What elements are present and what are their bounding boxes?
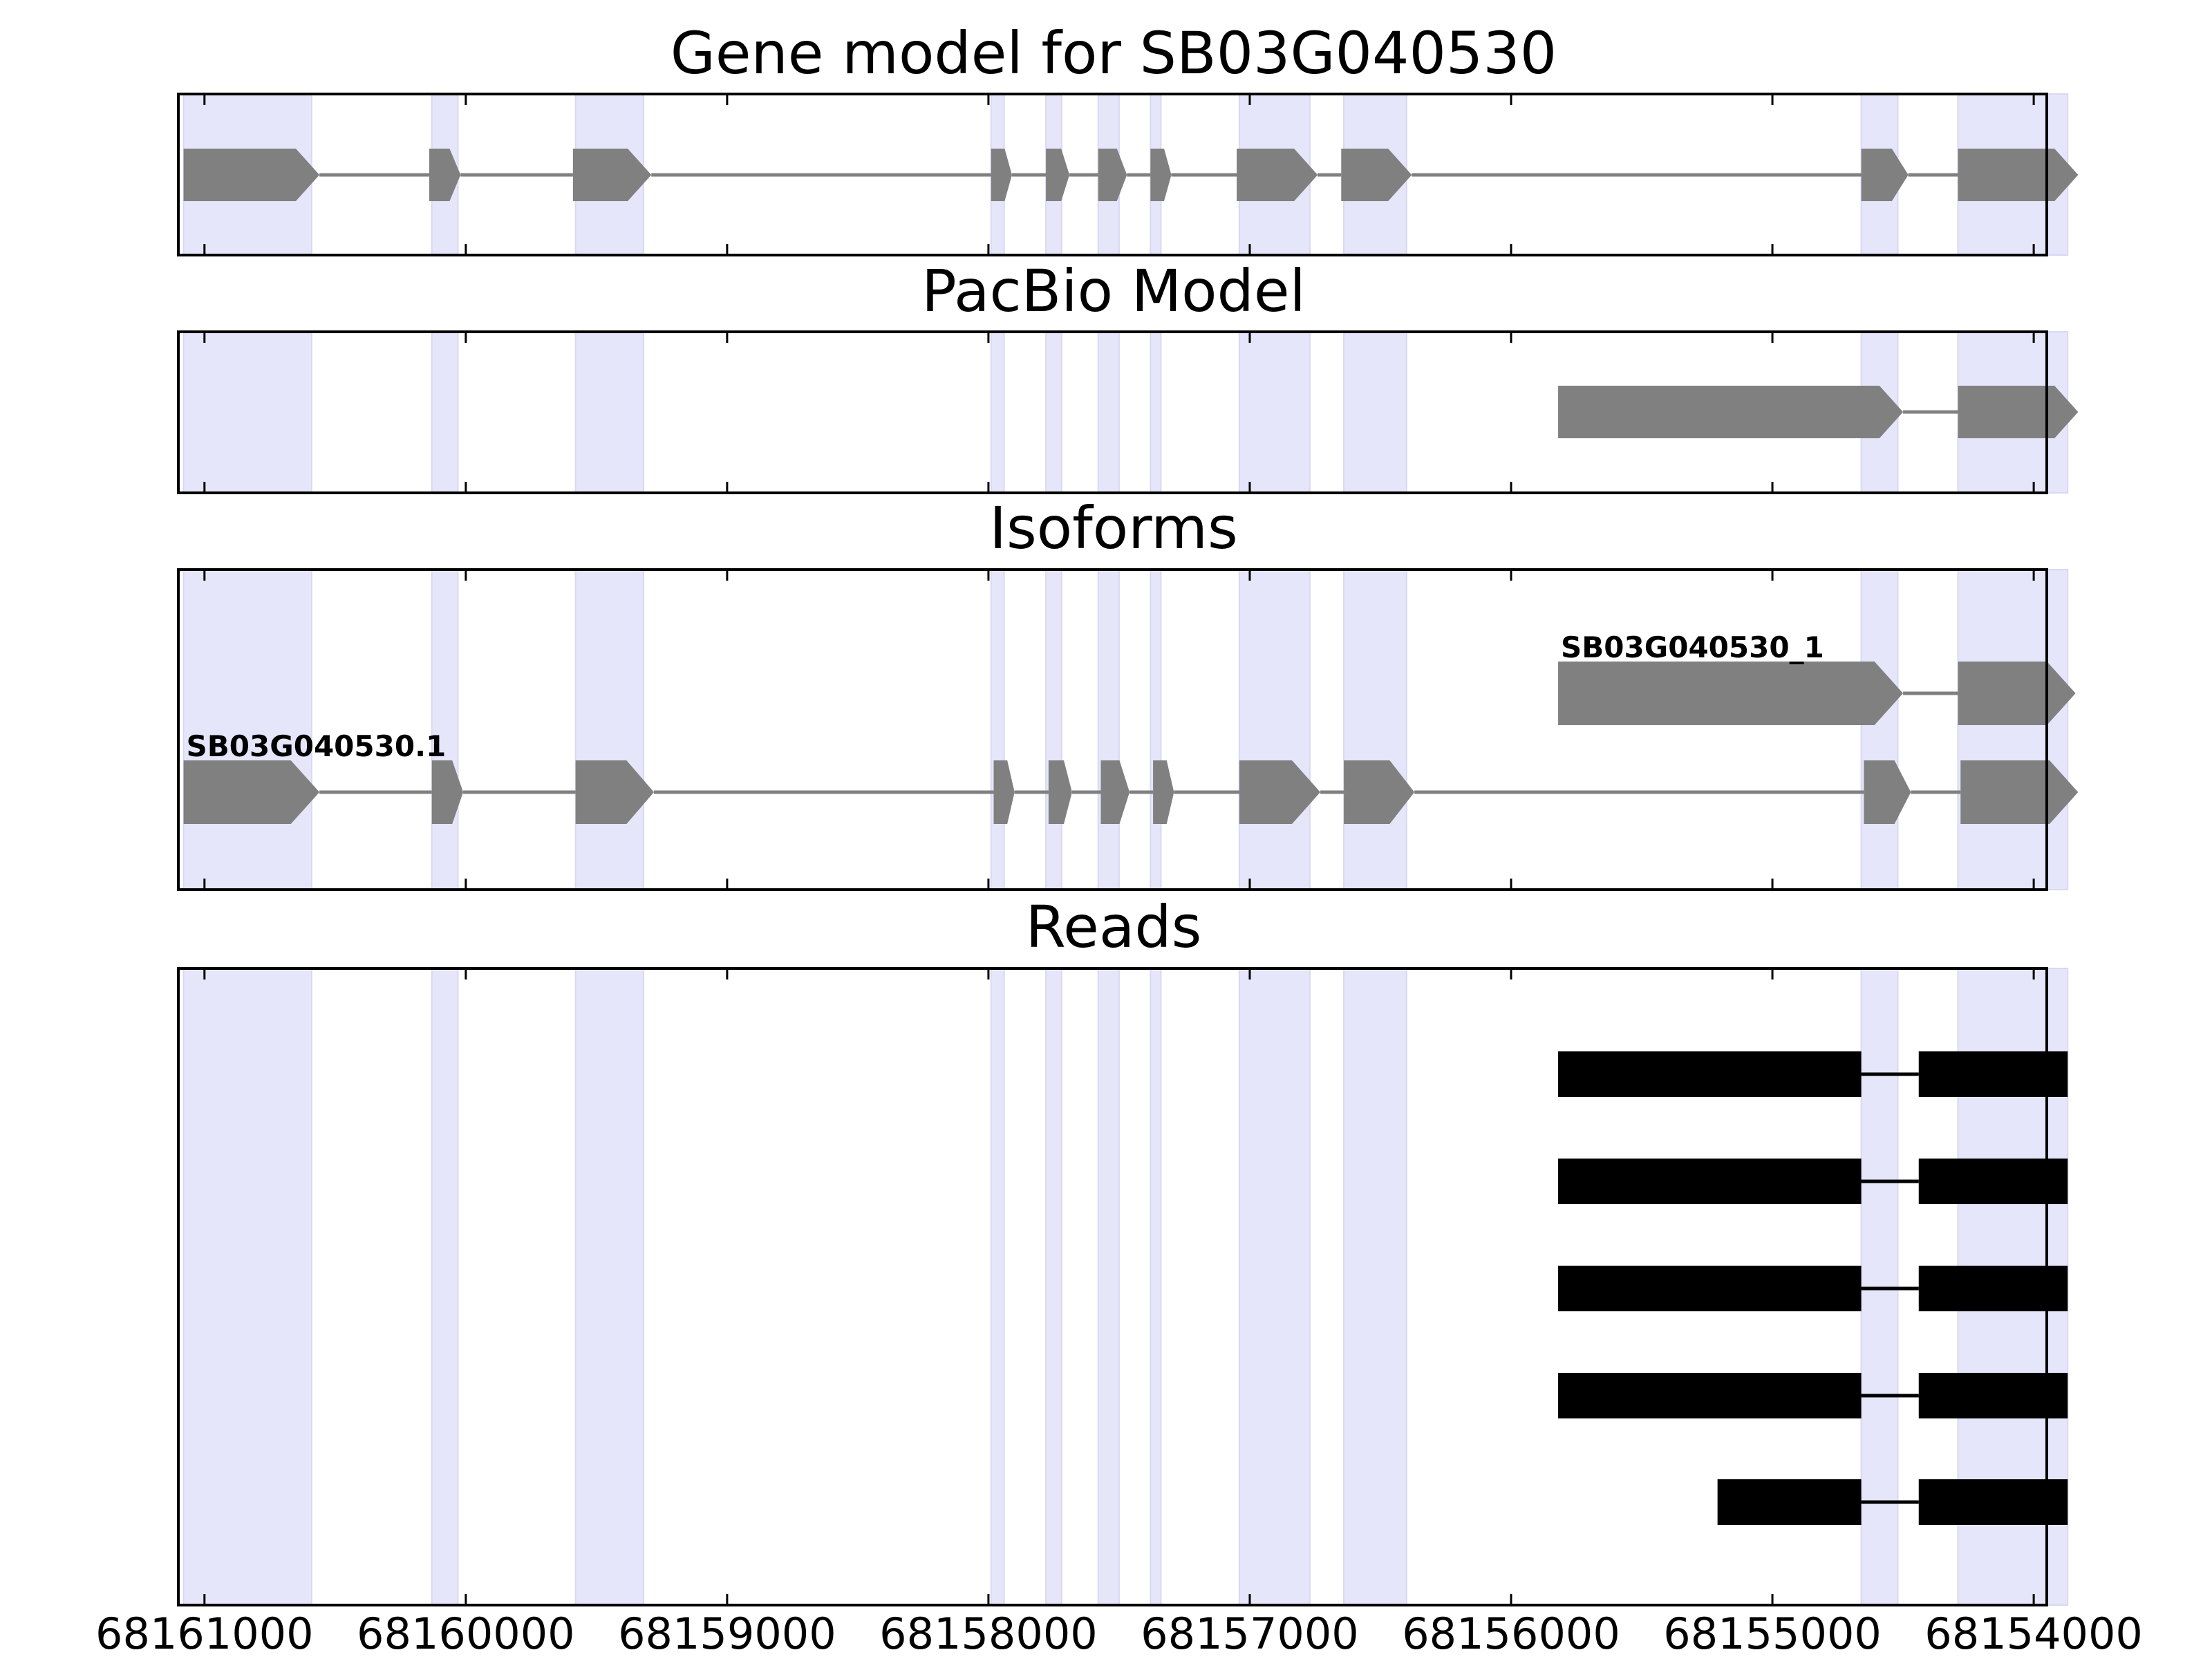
- exon-arrow: [1864, 760, 1911, 824]
- x-tick-label: 68156000: [1402, 1609, 1620, 1659]
- exon-highlight-span: [1343, 569, 1407, 890]
- exon-arrow: [431, 760, 464, 824]
- exon-arrow: [1153, 760, 1174, 824]
- panel-pacbio-model: PacBio Model: [177, 257, 2079, 494]
- read-block: [1918, 1159, 2068, 1204]
- read-block: [1717, 1479, 1862, 1525]
- exon-arrow: [429, 149, 461, 201]
- read-block: [1558, 1159, 1862, 1204]
- exon-arrow: [183, 149, 320, 201]
- exon-highlight-span: [574, 569, 644, 890]
- panel-title: PacBio Model: [921, 257, 1306, 325]
- exon-arrow: [1958, 149, 2079, 201]
- exon-arrow: [1237, 149, 1318, 201]
- exon-highlight-span: [182, 331, 312, 494]
- exon-arrow: [1150, 149, 1172, 201]
- exon-arrow: [572, 149, 652, 201]
- panel-frame: [177, 93, 2048, 256]
- exon-arrow: [1046, 149, 1070, 201]
- exon-highlight-span: [431, 968, 459, 1606]
- read-block: [1558, 1373, 1862, 1418]
- exon-highlight-span: [182, 968, 312, 1606]
- exon-highlight-span: [1238, 569, 1311, 890]
- panel-gene-model: Gene model for SB03G040530: [177, 19, 2079, 256]
- read-block: [1918, 1373, 2068, 1418]
- x-tick-label: 68154000: [1924, 1609, 2143, 1659]
- x-axis-tick-labels: 68161000 68160000 68159000 68158000 68157000…: [95, 1609, 2143, 1659]
- panel-frame: [177, 967, 2048, 1606]
- exon-highlight-span: [574, 331, 644, 494]
- exon-arrow: [1341, 149, 1412, 201]
- exon-highlight-span: [1343, 968, 1407, 1606]
- exon-highlight-span: [1045, 331, 1062, 494]
- x-tick-label: 68161000: [95, 1609, 314, 1659]
- read-block: [1558, 1266, 1862, 1311]
- read-block: [1918, 1479, 2068, 1525]
- exon-highlight-span: [1097, 968, 1120, 1606]
- exon-arrow: [1558, 386, 1904, 438]
- exon-highlight-span: [431, 331, 459, 494]
- exon-highlight-span: [1097, 331, 1120, 494]
- x-tick-label: 68158000: [879, 1609, 1098, 1659]
- panel-title: Isoforms: [989, 494, 1238, 562]
- exon-highlight-span: [574, 968, 644, 1606]
- exon-highlight-span: [1238, 331, 1311, 494]
- exon-arrow: [1558, 662, 1904, 725]
- exon-arrow: [1958, 386, 2079, 438]
- exon-highlight-span: [990, 968, 1005, 1606]
- exon-highlight-span: [990, 569, 1005, 890]
- exon-arrow: [1048, 760, 1072, 824]
- exon-highlight-span: [431, 569, 459, 890]
- x-tick-label: 68159000: [618, 1609, 836, 1659]
- isoform-label: SB03G040530.1: [187, 729, 447, 763]
- exon-arrow: [183, 760, 320, 824]
- panel-isoforms: Isoforms SB03G040530_1 SB03G040530.1: [177, 494, 2079, 891]
- read-block: [1558, 1051, 1862, 1097]
- exon-arrow: [1239, 760, 1321, 824]
- panel-reads: Reads: [177, 893, 2069, 1606]
- exon-arrow: [1344, 760, 1415, 824]
- exon-highlight-span: [1957, 569, 2069, 890]
- isoform-label: SB03G040530_1: [1561, 630, 1824, 664]
- exon-highlight-span: [1238, 968, 1311, 1606]
- exon-arrow: [1100, 760, 1130, 824]
- exon-highlight-span: [1343, 331, 1407, 494]
- exon-highlight-span: [990, 331, 1005, 494]
- exon-highlight-span: [1860, 569, 1899, 890]
- exon-arrow: [1960, 760, 2079, 824]
- exon-arrow: [575, 760, 655, 824]
- exon-arrow: [993, 760, 1015, 824]
- exon-highlight-span: [1150, 331, 1162, 494]
- exon-highlight-span: [1097, 569, 1120, 890]
- exon-highlight-span: [1150, 569, 1162, 890]
- x-tick-label: 68157000: [1141, 1609, 1359, 1659]
- exon-arrow: [1861, 149, 1909, 201]
- panel-title: Reads: [1026, 893, 1202, 961]
- read-block: [1918, 1051, 2068, 1097]
- x-tick-label: 68155000: [1663, 1609, 1882, 1659]
- exon-arrow: [1098, 149, 1127, 201]
- exon-highlight-span: [1150, 968, 1162, 1606]
- panel-frame: [177, 330, 2048, 494]
- exon-highlight-span: [1045, 968, 1062, 1606]
- read-block: [1918, 1266, 2068, 1311]
- panel-title: Gene model for SB03G040530: [671, 19, 1557, 87]
- exon-arrow: [991, 149, 1012, 201]
- exon-highlight-span: [1045, 569, 1062, 890]
- x-tick-label: 68160000: [357, 1609, 575, 1659]
- panel-frame: [177, 568, 2048, 891]
